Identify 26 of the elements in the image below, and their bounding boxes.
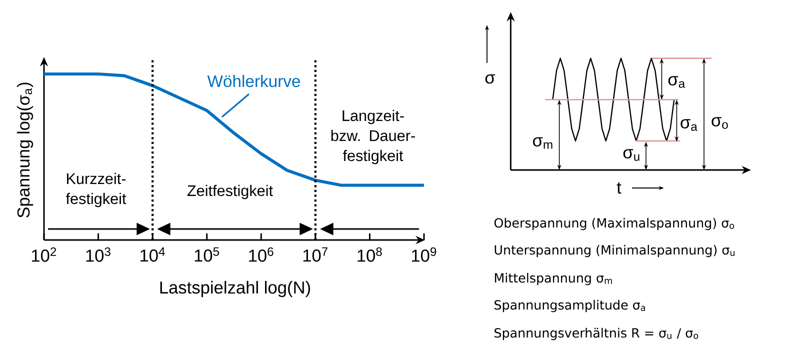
- annotation: Langzeit- bzw. Dauer-festigkeit: [331, 110, 415, 164]
- y-axis-title: Spannung log(σ$_{a}$): [16, 82, 34, 218]
- text: Spannungsamplitude σ$_{a}$: [494, 300, 645, 312]
- text: Unterspannung (Minimalspannung) σ$_{u}$: [494, 244, 734, 258]
- series-label: Wöhlerkurve: [207, 74, 300, 88]
- annotation: Zeitfestigkeit: [187, 184, 273, 200]
- text: Mittelspannung σ$_{m}$: [494, 272, 612, 286]
- annotation: σ$_{a}$: [668, 76, 686, 88]
- text: Spannungsverhältnis R = σ$_{u}$ / σ$_{o}$: [494, 328, 698, 340]
- text: Oberspannung (Maximalspannung) σ$_{o}$: [494, 218, 734, 230]
- x-tick-label: 10$^{9}$: [412, 247, 436, 262]
- x-tick-label: 10$^{2}$: [32, 247, 56, 262]
- x-tick-label: 10$^{7}$: [303, 247, 328, 262]
- annotation: Kurzzeit-festigkeit: [66, 172, 126, 208]
- text: σ$_{a}$: [680, 119, 698, 131]
- y-axis-title: σ: [485, 74, 496, 84]
- text: σ$_{o}$: [712, 117, 728, 129]
- x-tick-label: 10$^{4}$: [140, 247, 165, 262]
- x-tick-label: 10$^{5}$: [194, 247, 220, 262]
- x-tick-label: 10$^{3}$: [86, 247, 110, 262]
- x-axis-title: t: [616, 182, 622, 194]
- annotation: σ$_{m}$: [533, 137, 552, 149]
- x-tick-label: 10$^{6}$: [249, 247, 274, 262]
- x-axis-title: Lastspielzahl log(N): [160, 280, 310, 298]
- annotation: σ$_{u}$: [623, 149, 640, 161]
- x-tick-label: 10$^{8}$: [358, 247, 382, 262]
